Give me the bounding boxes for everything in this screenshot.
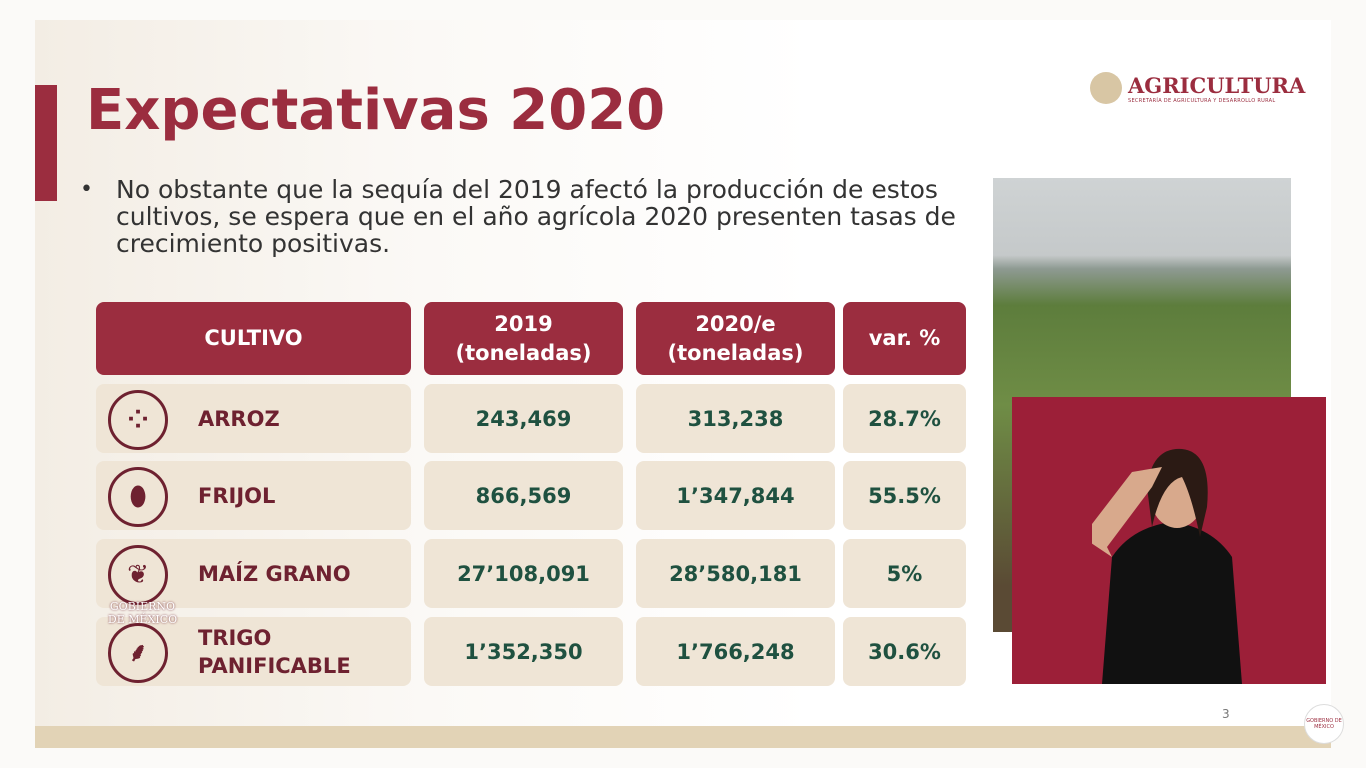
header-cell: 2020/e (toneladas) (636, 302, 835, 375)
y2019-cell: 27’108,091 (424, 539, 623, 608)
seal-icon (1090, 72, 1122, 104)
header-cell: var. % (843, 302, 966, 375)
footer-strip (35, 726, 1331, 748)
crop-name: TRIGO PANIFICABLE (198, 625, 351, 678)
bullet-text: No obstante que la sequía del 2019 afect… (116, 175, 956, 258)
wheat-icon: ⸙ (108, 623, 168, 683)
gobierno-badge: GOBIERNO DE MÉXICO (1304, 704, 1344, 744)
agricultura-logo: AGRICULTURA SECRETARÍA DE AGRICULTURA Y D… (1090, 72, 1305, 104)
interpreter-figure (1092, 448, 1242, 684)
y2020-cell: 28’580,181 (636, 539, 835, 608)
beans-icon: ⬮ (108, 467, 168, 527)
y2019-cell: 1’352,350 (424, 617, 623, 686)
sign-language-interpreter-video (1012, 397, 1326, 684)
y2020-cell: 1’347,844 (636, 461, 835, 530)
crop-cell: ⬮ FRIJOL (96, 461, 411, 530)
var-cell: 5% (843, 539, 966, 608)
corn-icon: ❦ (108, 545, 168, 605)
var-cell: 30.6% (843, 617, 966, 686)
bullet-point: • No obstante que la sequía del 2019 afec… (80, 176, 960, 257)
rice-icon: ⁘ (108, 390, 168, 450)
crop-name: FRIJOL (198, 483, 276, 508)
logo-subtitle: SECRETARÍA DE AGRICULTURA Y DESARROLLO R… (1128, 97, 1276, 104)
gobierno-de-mexico-logo: GOBIERNO DE MÉXICO (107, 600, 178, 626)
y2020-cell: 313,238 (636, 384, 835, 453)
crop-cell: ⁘ ARROZ (96, 384, 411, 453)
var-cell: 55.5% (843, 461, 966, 530)
title-accent-bar (35, 85, 57, 201)
slide-title: Expectativas 2020 (86, 78, 666, 143)
y2019-cell: 866,569 (424, 461, 623, 530)
bullet-icon: • (80, 177, 93, 202)
crop-name: MAÍZ GRANO (198, 561, 351, 586)
page-number: 3 (1222, 707, 1230, 721)
y2020-cell: 1’766,248 (636, 617, 835, 686)
header-cell: CULTIVO (96, 302, 411, 375)
y2019-cell: 243,469 (424, 384, 623, 453)
var-cell: 28.7% (843, 384, 966, 453)
crop-name: ARROZ (198, 406, 280, 431)
header-cell: 2019 (toneladas) (424, 302, 623, 375)
crop-cell: ❦ MAÍZ GRANO (96, 539, 411, 608)
crop-cell: ⸙ TRIGO PANIFICABLE (96, 617, 411, 686)
logo-name: AGRICULTURA (1128, 72, 1306, 98)
